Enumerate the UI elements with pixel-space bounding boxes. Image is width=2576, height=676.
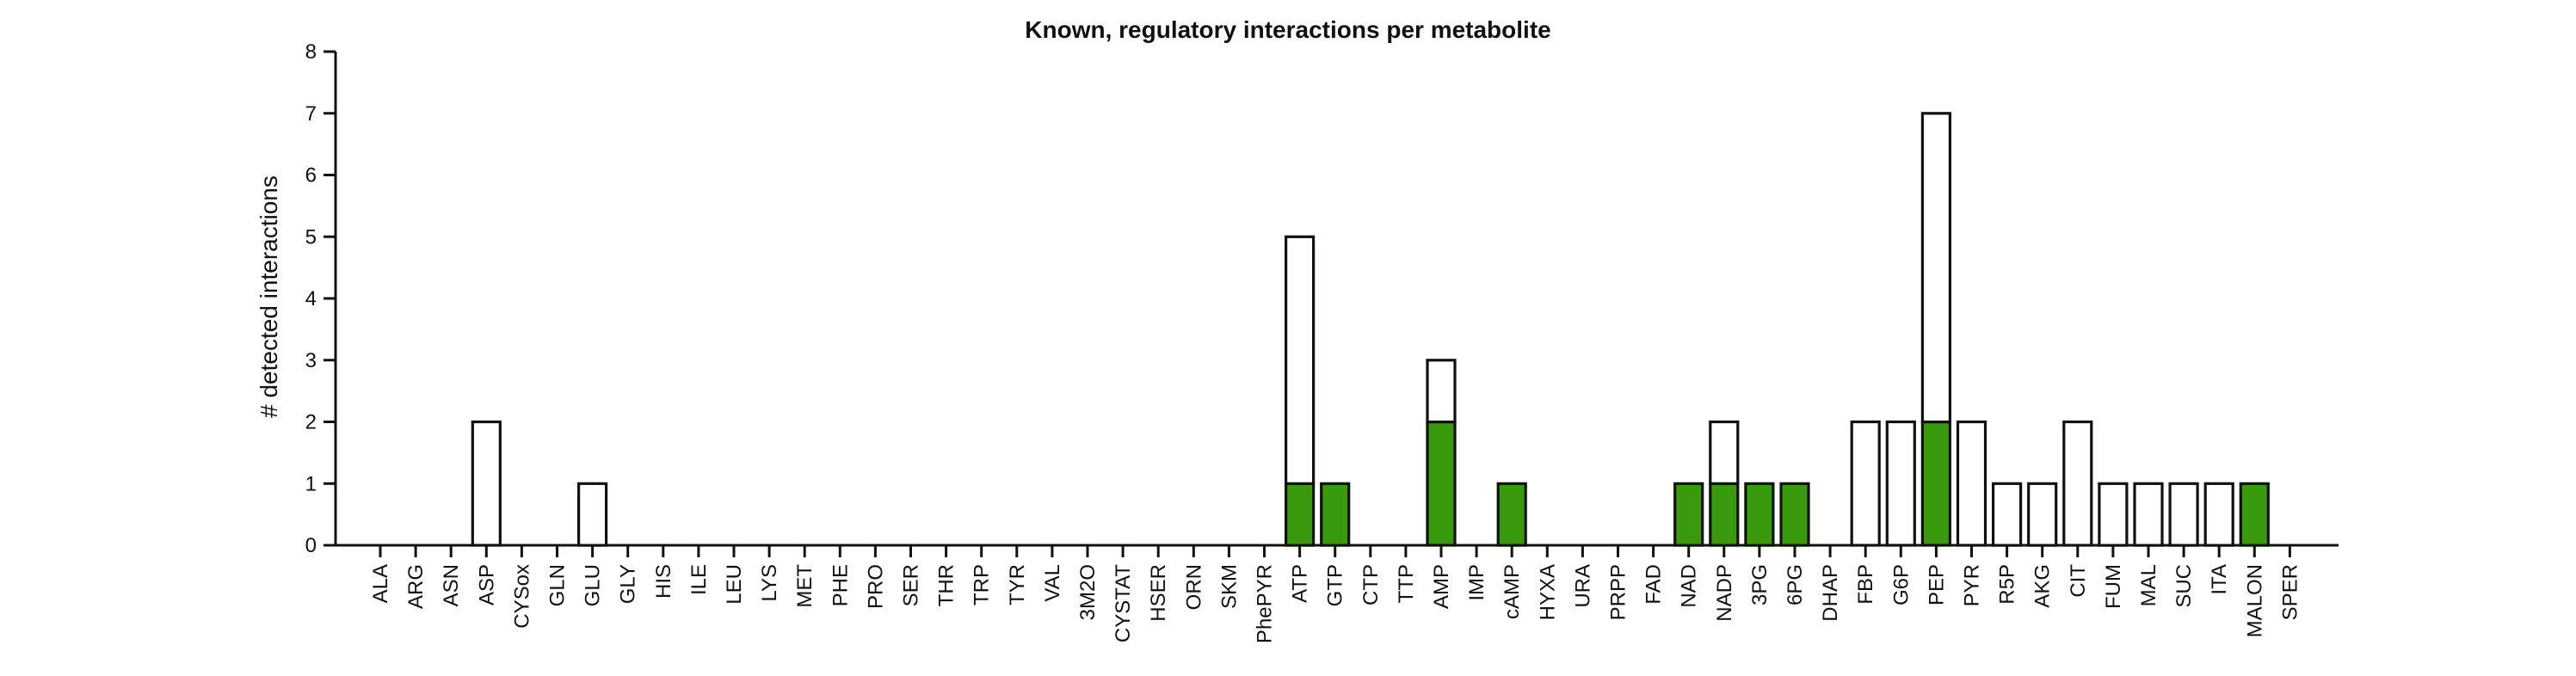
x-tick-label-HSER: HSER (1147, 564, 1170, 622)
bar-GTP-series-0 (1320, 482, 1351, 547)
bar-PEP-series-0 (1920, 420, 1951, 547)
bar-PYR-series-1 (1956, 420, 1987, 547)
x-tick-label-SER: SER (900, 564, 923, 606)
x-tick-label-FUM: FUM (2102, 564, 2125, 609)
y-tick-label: 4 (305, 287, 317, 310)
x-tick-label-GLN: GLN (546, 564, 570, 606)
x-tick-label-R5P: R5P (1996, 564, 2019, 605)
x-tick-label-SKM: SKM (1217, 564, 1241, 609)
y-tick-label: 8 (305, 40, 317, 64)
bar-PEP-series-1 (1920, 112, 1951, 424)
x-tick-label-FBP: FBP (1854, 564, 1877, 605)
x-tick-label-FAD: FAD (1642, 564, 1666, 605)
x-tick-label-6PG: 6PG (1784, 564, 1807, 605)
x-tick-label-LEU: LEU (723, 564, 746, 605)
bar-ITA-series-1 (2203, 482, 2234, 547)
bar-AMP-series-0 (1426, 420, 1457, 547)
x-tick-label-MET: MET (793, 564, 817, 608)
bar-ATP-series-0 (1284, 482, 1316, 547)
x-tick-label-HIS: HIS (652, 564, 675, 599)
bar-CIT-series-1 (2062, 420, 2093, 547)
x-tick-label-3M2O: 3M2O (1076, 564, 1100, 620)
x-tick-label-ARG: ARG (404, 564, 428, 609)
bar-FUM-series-1 (2098, 482, 2129, 547)
bar-MALON-series-0 (2239, 482, 2270, 547)
x-tick-label-3PG: 3PG (1748, 564, 1772, 605)
x-tick-label-PYR: PYR (1961, 564, 1984, 606)
bar-NADP-series-0 (1709, 482, 1740, 547)
bar-cAMP-series-0 (1496, 482, 1527, 547)
bar-NAD-series-0 (1673, 482, 1704, 547)
x-tick-label-TRP: TRP (971, 564, 994, 605)
bar-R5P-series-1 (1992, 482, 2023, 547)
x-tick-label-LYS: LYS (758, 564, 781, 602)
x-tick-label-VAL: VAL (1041, 564, 1064, 602)
bar-SUC-series-1 (2168, 482, 2199, 547)
bars-layer (471, 112, 2270, 547)
x-tick-label-CYSox: CYSox (510, 564, 533, 629)
x-tick-label-ASN: ASN (440, 564, 463, 606)
x-tick-label-MALON: MALON (2243, 564, 2266, 637)
bar-ATP-series-1 (1284, 235, 1316, 485)
y-tick-label: 3 (305, 349, 317, 372)
x-tick-label-ASP: ASP (475, 564, 498, 605)
x-tick-label-ITA: ITA (2208, 564, 2231, 595)
bar-G6P-series-1 (1885, 420, 1916, 547)
y-tick-label: 5 (305, 225, 317, 249)
y-tick-label: 0 (305, 534, 317, 557)
y-axis-label: # detected interactions (256, 175, 282, 418)
x-tick-label-URA: URA (1571, 564, 1594, 608)
x-tick-label-GLY: GLY (617, 564, 640, 604)
y-tick-label: 6 (305, 164, 317, 187)
x-tick-label-THR: THR (935, 564, 958, 606)
x-tick-label-GTP: GTP (1324, 564, 1347, 606)
x-tick-label-G6P: G6P (1889, 564, 1913, 605)
x-tick-label-AMP: AMP (1430, 564, 1453, 609)
y-tick-label: 7 (305, 102, 317, 126)
x-tick-label-MAL: MAL (2137, 564, 2160, 606)
bar-6PG-series-0 (1779, 482, 1810, 547)
x-tick-label-cAMP: cAMP (1501, 564, 1524, 619)
bar-ASP-series-1 (471, 420, 502, 547)
x-tick-label-GLU: GLU (582, 564, 605, 606)
x-tick-label-CIT: CIT (2067, 564, 2090, 598)
bar-FBP-series-1 (1850, 420, 1881, 547)
y-tick-label: 1 (305, 472, 317, 495)
x-tick-label-NAD: NAD (1678, 564, 1701, 608)
x-tick-label-SUC: SUC (2172, 564, 2196, 608)
x-tick-label-CTP: CTP (1359, 564, 1383, 605)
x-tick-label-DHAP: DHAP (1819, 564, 1842, 622)
bar-NADP-series-1 (1709, 420, 1740, 485)
x-tick-label-IMP: IMP (1465, 564, 1488, 601)
x-tick-label-TTP: TTP (1395, 564, 1418, 603)
x-tick-label-PHE: PHE (829, 564, 852, 606)
x-ticks-layer: ALA ARG ASN ASP CYSox GLN GLU GLY HIS ILE LEU LYS ME… (369, 545, 2302, 643)
x-tick-label-PRPP: PRPP (1607, 564, 1630, 620)
bar-MAL-series-1 (2133, 482, 2164, 547)
y-ticks-layer: 0 1 2 3 4 5 6 7 8 (305, 40, 336, 557)
x-tick-label-ALA: ALA (369, 564, 392, 603)
y-tick-label: 2 (305, 411, 317, 434)
bar-AKG-series-1 (2027, 482, 2058, 547)
x-tick-label-SPER: SPER (2278, 564, 2302, 620)
x-tick-label-TYR: TYR (1006, 564, 1029, 605)
x-tick-label-ATP: ATP (1289, 564, 1312, 603)
axes-layer (334, 52, 2339, 547)
chart-title: Known, regulatory interactions per metab… (1025, 16, 1550, 43)
x-tick-label-PRO: PRO (864, 564, 887, 609)
x-tick-label-NADP: NADP (1713, 564, 1736, 622)
bar-GLU-series-1 (576, 482, 608, 547)
x-tick-label-ILE: ILE (687, 564, 711, 595)
x-tick-label-PhePYR: PhePYR (1254, 564, 1277, 643)
bar-3PG-series-0 (1744, 482, 1775, 547)
bar-AMP-series-1 (1426, 359, 1457, 424)
x-tick-label-ORN: ORN (1182, 564, 1205, 610)
x-tick-label-PEP: PEP (1925, 564, 1948, 605)
x-tick-label-CYSTAT: CYSTAT (1112, 564, 1135, 642)
x-tick-label-AKG: AKG (2031, 564, 2055, 608)
x-tick-label-HYXA: HYXA (1536, 564, 1559, 620)
